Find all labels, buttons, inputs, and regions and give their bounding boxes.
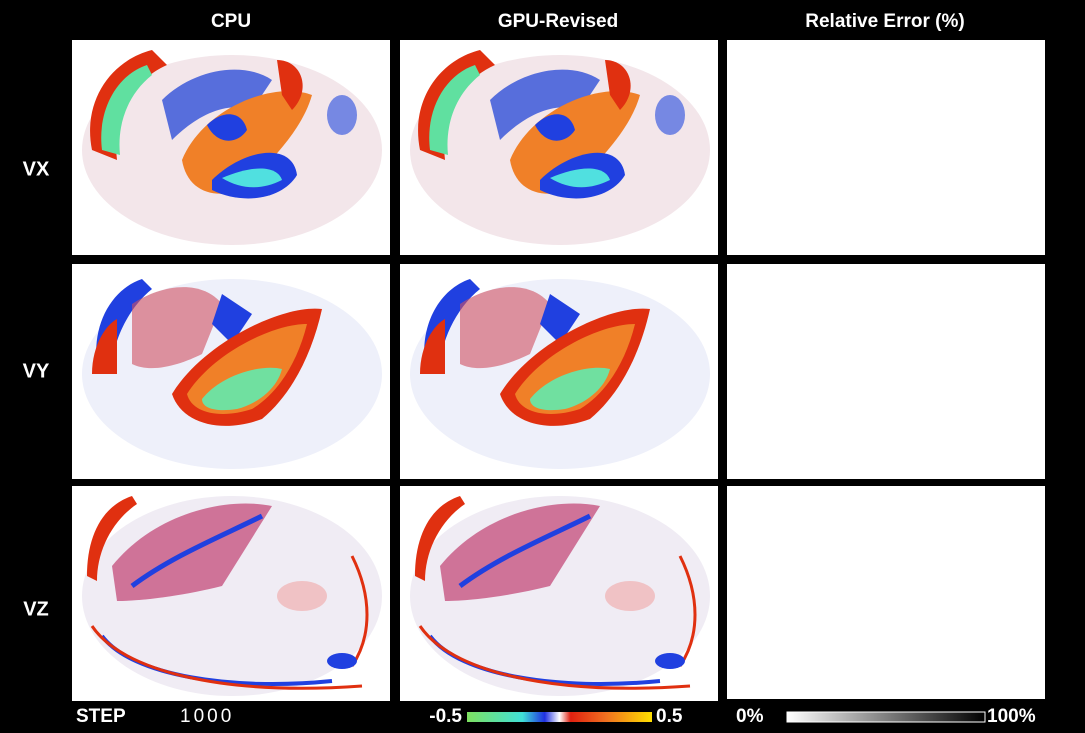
cpu-panel bbox=[72, 264, 390, 479]
error-colorbar bbox=[787, 712, 985, 722]
error-panel bbox=[727, 486, 1045, 699]
velocity-colorbar bbox=[467, 712, 652, 722]
colorbar-min: 0% bbox=[736, 706, 764, 727]
cpu-panel bbox=[72, 486, 390, 701]
colorbar-min: -0.5 bbox=[429, 706, 462, 727]
gpu-panel bbox=[400, 264, 718, 479]
error-panel bbox=[727, 40, 1045, 255]
colorbar-max: 0.5 bbox=[656, 706, 683, 727]
row-label: VZ bbox=[23, 598, 49, 620]
cpu-panel bbox=[72, 40, 390, 255]
error-panel bbox=[727, 264, 1045, 479]
step-value: 1000 bbox=[180, 706, 234, 727]
column-header: Relative Error (%) bbox=[805, 11, 964, 32]
column-header: GPU-Revised bbox=[498, 11, 618, 32]
column-header: CPU bbox=[211, 11, 251, 32]
gpu-panel bbox=[400, 40, 718, 255]
figure: CPU GPU-Revised Relative Error (%) VX VY… bbox=[0, 0, 1085, 733]
colorbar-max: 100% bbox=[987, 706, 1036, 727]
row-label: VY bbox=[23, 360, 50, 382]
step-label: STEP bbox=[76, 706, 126, 727]
row-label: VX bbox=[23, 158, 50, 180]
gpu-panel bbox=[400, 486, 718, 701]
